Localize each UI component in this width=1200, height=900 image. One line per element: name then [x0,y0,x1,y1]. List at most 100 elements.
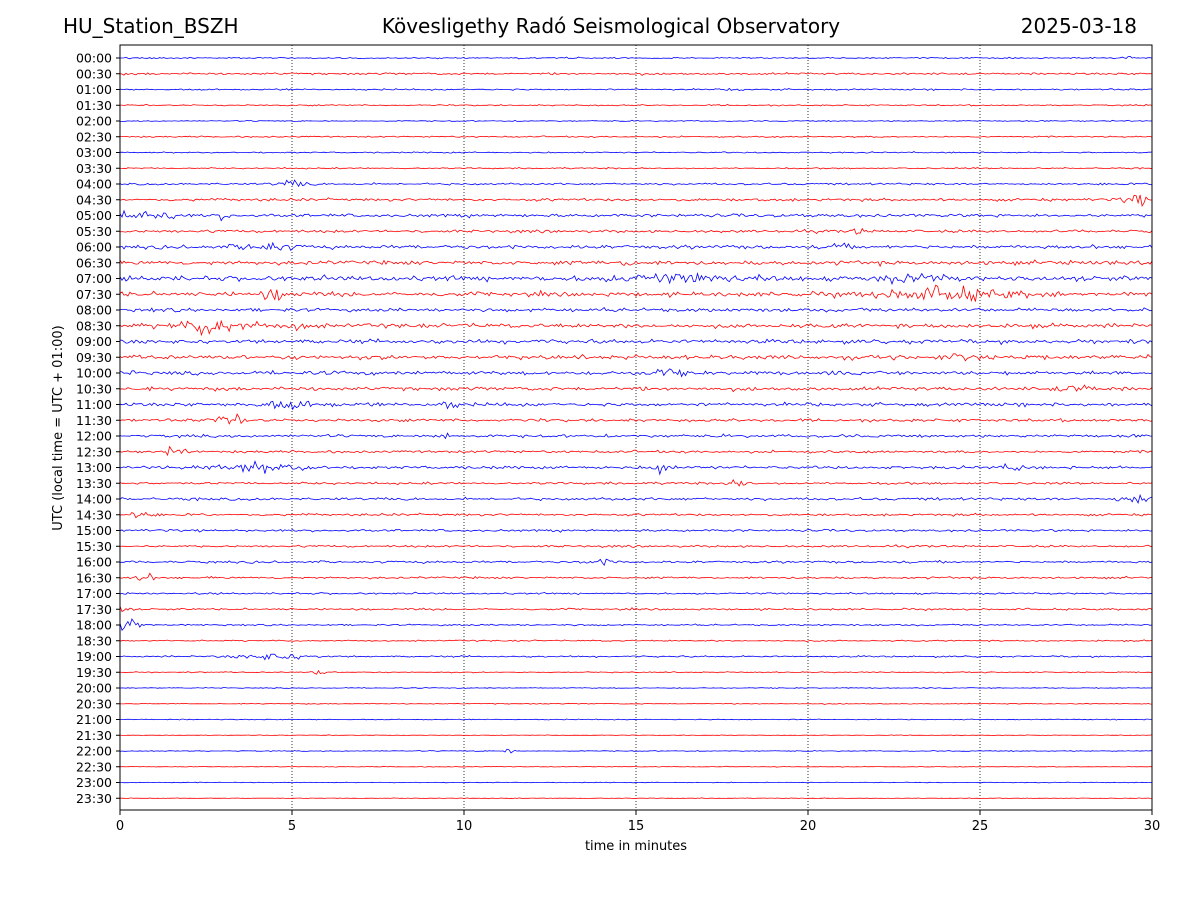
y-tick-label: 07:30 [76,287,112,302]
trace-row-1330 [119,478,1153,487]
trace-row-1530 [119,544,1153,549]
trace-row-1200 [119,432,1153,440]
trace-row-0800 [119,307,1153,313]
trace-row-1900 [119,653,1153,661]
y-tick-label: 00:00 [76,51,112,66]
trace-row-2330 [120,797,1153,800]
trace-row-0630 [119,259,1153,268]
trace-row-2200 [119,748,1153,754]
y-tick-label: 15:30 [76,539,112,554]
trace-row-2030 [119,702,1153,705]
y-tick-label: 14:30 [76,507,112,522]
trace-row-1700 [119,591,1153,596]
y-tick-label: 08:00 [76,303,112,318]
trace-row-0300 [119,151,1153,154]
trace-row-0200 [120,119,1153,123]
y-axis-label: UTC (local time = UTC + 01:00) [51,325,66,530]
trace-row-0130 [120,103,1153,107]
y-tick-label: 06:00 [76,240,112,255]
y-tick-label: 18:00 [76,618,112,633]
trace-row-1930 [119,669,1153,675]
y-tick-label: 12:30 [76,444,112,459]
x-tick-label: 30 [1144,819,1161,834]
trace-row-1500 [119,528,1153,533]
y-tick-label: 03:00 [76,145,112,160]
x-tick-label: 25 [972,819,989,834]
y-tick-label: 22:30 [76,759,112,774]
y-tick-label: 10:30 [76,381,112,396]
trace-row-0530 [119,227,1153,235]
trace-row-2230 [120,765,1153,768]
trace-row-0000 [120,55,1153,60]
y-tick-label: 00:30 [76,66,112,81]
seismic-traces [119,55,1153,800]
y-tick-label: 19:00 [76,649,112,664]
trace-row-0030 [119,72,1153,76]
trace-row-1130 [119,413,1153,425]
y-tick-label: 18:30 [76,633,112,648]
trace-row-0600 [119,241,1153,251]
trace-row-1100 [119,400,1153,411]
y-tick-label: 20:30 [76,696,112,711]
y-tick-label: 21:00 [76,712,112,727]
x-tick-labels: 0 5 10 15 20 25 30 [116,810,1160,834]
y-tick-label: 05:00 [76,208,112,223]
trace-row-1730 [119,606,1153,613]
trace-row-0430 [119,194,1152,207]
y-tick-label: 12:00 [76,429,112,444]
y-tick-label: 02:00 [76,114,112,129]
y-tick-label: 22:00 [76,744,112,759]
y-tick-label: 11:30 [76,413,112,428]
y-tick-label: 09:00 [76,334,112,349]
trace-row-1030 [119,384,1153,393]
trace-row-1230 [119,445,1153,457]
trace-row-1430 [119,511,1153,519]
y-tick-labels: 00:0000:3001:0001:3002:0002:3003:0003:30… [76,51,120,806]
y-tick-label: 16:30 [76,570,112,585]
y-tick-label: 23:30 [76,791,112,806]
trace-row-0700 [119,271,1153,286]
trace-row-0730 [119,284,1153,303]
trace-row-2100 [120,718,1153,721]
trace-row-0100 [119,87,1153,91]
y-tick-label: 11:00 [76,397,112,412]
trace-row-0830 [119,319,1153,337]
y-tick-label: 10:00 [76,366,112,381]
y-tick-label: 23:00 [76,775,112,790]
trace-row-2130 [119,734,1153,737]
trace-row-1400 [119,493,1153,504]
x-tick-label: 10 [456,819,473,834]
trace-row-1630 [119,572,1153,581]
y-tick-label: 15:00 [76,523,112,538]
observatory-title: Kövesligethy Radó Seismological Observat… [381,14,841,38]
y-tick-label: 19:30 [76,665,112,680]
trace-row-1300 [119,460,1153,476]
y-tick-label: 05:30 [76,224,112,239]
y-tick-label: 16:00 [76,555,112,570]
y-tick-label: 08:30 [76,318,112,333]
trace-row-0330 [119,166,1153,170]
trace-row-0230 [120,135,1153,139]
trace-row-1830 [119,639,1153,643]
y-tick-label: 07:00 [76,271,112,286]
trace-row-0500 [119,209,1153,222]
station-name: HU_Station_BSZH [63,14,239,38]
trace-row-0900 [120,338,1153,346]
y-tick-label: 20:00 [76,681,112,696]
x-tick-label: 15 [628,819,645,834]
y-tick-label: 01:30 [76,98,112,113]
y-tick-label: 01:00 [76,82,112,97]
grid-lines [291,45,981,810]
trace-row-1600 [120,558,1153,567]
trace-row-2300 [120,781,1153,784]
y-tick-label: 02:30 [76,129,112,144]
y-tick-label: 04:30 [76,192,112,207]
y-tick-label: 13:00 [76,460,112,475]
y-tick-label: 17:00 [76,586,112,601]
y-tick-label: 21:30 [76,728,112,743]
trace-row-0930 [119,353,1153,362]
recording-date: 2025-03-18 [1020,14,1137,38]
y-tick-label: 17:30 [76,602,112,617]
